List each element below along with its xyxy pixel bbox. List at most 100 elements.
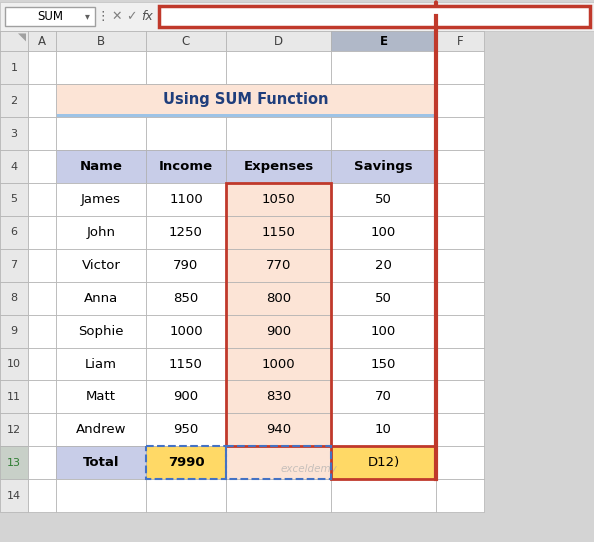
Text: 50: 50 xyxy=(375,193,392,206)
Text: 1000: 1000 xyxy=(169,325,203,338)
Bar xyxy=(5,7,95,27)
Bar xyxy=(0,85,28,117)
Bar xyxy=(146,249,226,282)
Text: 6: 6 xyxy=(11,228,17,237)
Text: 1050: 1050 xyxy=(261,193,295,206)
Text: 100: 100 xyxy=(371,325,396,338)
Bar xyxy=(331,347,436,380)
Bar xyxy=(226,347,331,380)
Bar xyxy=(56,315,146,347)
Bar xyxy=(28,315,56,347)
Text: Using SUM Function: Using SUM Function xyxy=(163,92,328,107)
Text: Andrew: Andrew xyxy=(76,423,127,436)
Text: 9: 9 xyxy=(11,326,18,336)
Text: 1100: 1100 xyxy=(169,193,203,206)
Text: 4: 4 xyxy=(11,162,18,172)
Bar xyxy=(28,347,56,380)
Polygon shape xyxy=(18,34,26,41)
Bar xyxy=(56,114,436,117)
Bar xyxy=(0,51,28,85)
Bar xyxy=(0,249,28,282)
Text: 7: 7 xyxy=(11,260,18,270)
Text: D: D xyxy=(274,35,283,48)
Bar xyxy=(56,183,146,216)
Bar xyxy=(0,380,28,414)
Text: 8: 8 xyxy=(11,293,18,303)
Bar xyxy=(0,446,28,479)
Bar xyxy=(226,183,331,446)
Bar xyxy=(56,282,146,315)
Bar xyxy=(28,216,56,249)
Bar xyxy=(226,216,331,249)
Bar xyxy=(56,51,146,85)
Bar xyxy=(0,117,28,150)
Text: 1: 1 xyxy=(11,63,17,73)
Bar xyxy=(436,249,484,282)
Bar xyxy=(331,183,436,216)
Bar xyxy=(28,380,56,414)
Text: 13: 13 xyxy=(7,458,21,468)
Text: 100: 100 xyxy=(371,226,396,239)
Bar xyxy=(146,51,226,85)
Bar xyxy=(436,51,484,85)
Bar xyxy=(0,183,28,216)
Text: 800: 800 xyxy=(266,292,291,305)
Bar xyxy=(436,479,484,512)
Bar xyxy=(0,315,28,347)
Bar xyxy=(56,150,146,183)
Text: 5: 5 xyxy=(11,195,17,204)
Text: E: E xyxy=(380,35,387,48)
Bar xyxy=(436,446,484,479)
Bar xyxy=(146,414,226,446)
Bar xyxy=(56,380,146,414)
Text: ⋮: ⋮ xyxy=(97,10,109,23)
Text: ✓: ✓ xyxy=(126,10,136,23)
Text: James: James xyxy=(81,193,121,206)
Bar xyxy=(436,85,484,117)
Bar xyxy=(0,414,28,446)
Bar xyxy=(146,347,226,380)
Bar xyxy=(56,347,146,380)
Text: 50: 50 xyxy=(375,292,392,305)
Bar xyxy=(56,117,146,150)
Bar xyxy=(28,183,56,216)
Text: ▾: ▾ xyxy=(84,11,90,22)
Bar xyxy=(331,216,436,249)
Bar xyxy=(146,446,226,479)
Text: 12: 12 xyxy=(7,425,21,435)
Text: C: C xyxy=(182,35,190,48)
Bar xyxy=(28,85,56,117)
Bar xyxy=(56,216,146,249)
Text: 1000: 1000 xyxy=(262,358,295,371)
Bar xyxy=(331,380,436,414)
Text: 11: 11 xyxy=(7,392,21,402)
Bar xyxy=(28,249,56,282)
Text: 850: 850 xyxy=(173,292,198,305)
Bar xyxy=(0,31,28,51)
Bar xyxy=(146,315,226,347)
Bar xyxy=(331,31,436,51)
Text: D5:D12: D5:D12 xyxy=(223,10,275,23)
Bar xyxy=(146,479,226,512)
Bar xyxy=(28,479,56,512)
Bar xyxy=(146,446,226,479)
Bar xyxy=(331,282,436,315)
Bar xyxy=(56,31,146,51)
Bar xyxy=(226,414,331,446)
Bar xyxy=(226,446,331,479)
Bar xyxy=(159,5,590,28)
Bar xyxy=(28,51,56,85)
Bar xyxy=(56,85,436,117)
Text: 940: 940 xyxy=(266,423,291,436)
Bar xyxy=(0,2,594,31)
Bar xyxy=(0,347,28,380)
Text: 10: 10 xyxy=(7,359,21,369)
Text: Income: Income xyxy=(159,160,213,173)
Text: B: B xyxy=(97,35,105,48)
Text: 10: 10 xyxy=(375,423,392,436)
Text: 3: 3 xyxy=(11,128,17,139)
Bar xyxy=(146,282,226,315)
Text: D12): D12) xyxy=(367,456,400,469)
Bar xyxy=(331,249,436,282)
Bar xyxy=(0,479,28,512)
